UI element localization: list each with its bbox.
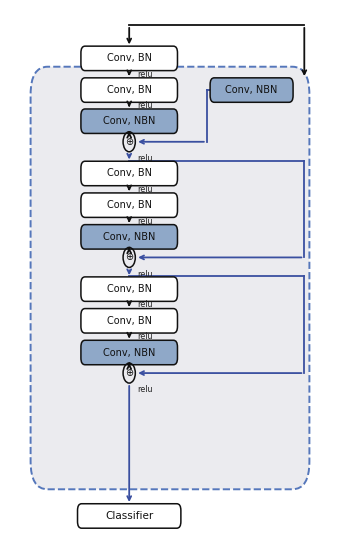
Text: Conv, BN: Conv, BN — [107, 316, 152, 326]
Text: Conv, NBN: Conv, NBN — [103, 116, 155, 126]
Text: relu: relu — [138, 101, 153, 110]
FancyBboxPatch shape — [81, 340, 177, 365]
Text: relu: relu — [138, 300, 153, 310]
Text: ⊕: ⊕ — [125, 252, 133, 262]
Text: Conv, BN: Conv, BN — [107, 85, 152, 95]
Text: ⊕: ⊕ — [125, 137, 133, 147]
Text: Conv, BN: Conv, BN — [107, 284, 152, 294]
FancyBboxPatch shape — [81, 161, 177, 186]
FancyBboxPatch shape — [81, 109, 177, 133]
Text: relu: relu — [138, 270, 153, 279]
Text: ⊕: ⊕ — [125, 368, 133, 378]
Text: Classifier: Classifier — [105, 511, 153, 521]
FancyBboxPatch shape — [210, 78, 293, 102]
Text: Conv, NBN: Conv, NBN — [103, 348, 155, 358]
Text: relu: relu — [138, 332, 153, 341]
FancyBboxPatch shape — [81, 46, 177, 71]
Text: Conv, BN: Conv, BN — [107, 200, 152, 210]
FancyBboxPatch shape — [81, 78, 177, 102]
FancyBboxPatch shape — [78, 504, 181, 528]
Text: relu: relu — [138, 385, 153, 394]
FancyBboxPatch shape — [81, 309, 177, 333]
Text: Conv, NBN: Conv, NBN — [103, 232, 155, 242]
FancyBboxPatch shape — [81, 193, 177, 217]
Text: Conv, BN: Conv, BN — [107, 53, 152, 63]
FancyBboxPatch shape — [81, 225, 177, 249]
Text: relu: relu — [138, 70, 153, 79]
FancyBboxPatch shape — [31, 67, 309, 489]
Text: Conv, BN: Conv, BN — [107, 168, 152, 178]
Text: relu: relu — [138, 185, 153, 194]
FancyBboxPatch shape — [81, 277, 177, 301]
Text: relu: relu — [138, 216, 153, 226]
Text: relu: relu — [138, 154, 153, 163]
Text: Conv, NBN: Conv, NBN — [225, 85, 278, 95]
